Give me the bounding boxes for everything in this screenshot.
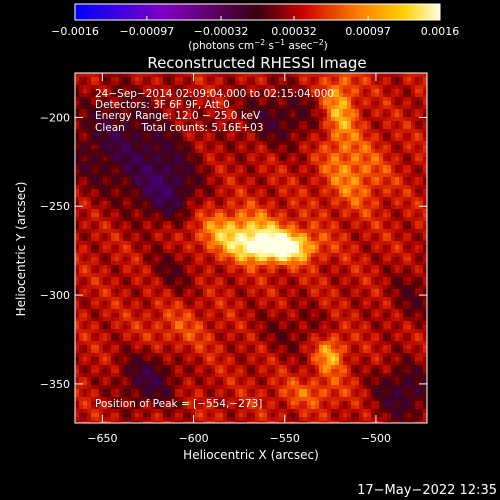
- colorbar-tick-label: 0.0016: [421, 25, 460, 38]
- annotation-energy: Energy Range: 12.0 − 25.0 keV: [95, 110, 261, 122]
- y-axis-title: Heliocentric Y (arcsec): [14, 182, 28, 317]
- heatmap-image: [75, 73, 427, 423]
- colorbar-tick-label: 0.00097: [345, 25, 391, 38]
- colorbar-tick-label: 0.00032: [271, 25, 317, 38]
- unit-part-5: −2: [313, 38, 324, 47]
- unit-part-1: −2: [254, 38, 265, 47]
- annotation-clean: Clean Total counts: 5.16E+03: [95, 122, 264, 134]
- x-tick-label: −650: [87, 432, 117, 445]
- x-tick-label: −600: [178, 432, 208, 445]
- colorbar-tick-label: −0.00097: [120, 25, 175, 38]
- y-tick-label: −300: [40, 289, 70, 302]
- colorbar-ticks: −0.0016 −0.00097 −0.00032 0.00032 0.00097 0.0…: [51, 16, 459, 38]
- colorbar-tick-label: −0.00032: [194, 25, 249, 38]
- peak-position-label: Position of Peak = [−554,−273]: [95, 398, 262, 410]
- unit-part-3: −1: [274, 38, 285, 47]
- colorbar-unit: (photons cm−2 s−1 asec−2): [188, 38, 327, 52]
- x-axis-title: Heliocentric X (arcsec): [183, 448, 319, 462]
- x-tick-label: −500: [361, 432, 391, 445]
- timestamp: 17−May−2022 12:35: [357, 483, 497, 498]
- unit-part-4: asec: [285, 40, 313, 52]
- unit-part-0: (photons cm: [188, 40, 254, 52]
- chart-title: Reconstructed RHESSI Image: [147, 54, 366, 72]
- colorbar: [74, 3, 441, 21]
- annotation-detectors: Detectors: 3F 6F 9F, Att 0: [95, 99, 230, 111]
- unit-part-6: ): [324, 40, 328, 52]
- y-tick-label: −200: [40, 111, 70, 124]
- colorbar-tick-label: −0.0016: [51, 25, 99, 38]
- y-tick-label: −350: [40, 378, 70, 391]
- axis-ticks: −650 −600 −550 −500 −350 −300 −250 −200: [40, 73, 427, 445]
- plot-frame: [74, 72, 428, 424]
- annotation-time: 24−Sep−2014 02:09:04.000 to 02:15:04.000: [95, 88, 334, 100]
- x-tick-label: −550: [270, 432, 300, 445]
- unit-part-2: s: [265, 40, 274, 52]
- y-tick-label: −250: [40, 200, 70, 213]
